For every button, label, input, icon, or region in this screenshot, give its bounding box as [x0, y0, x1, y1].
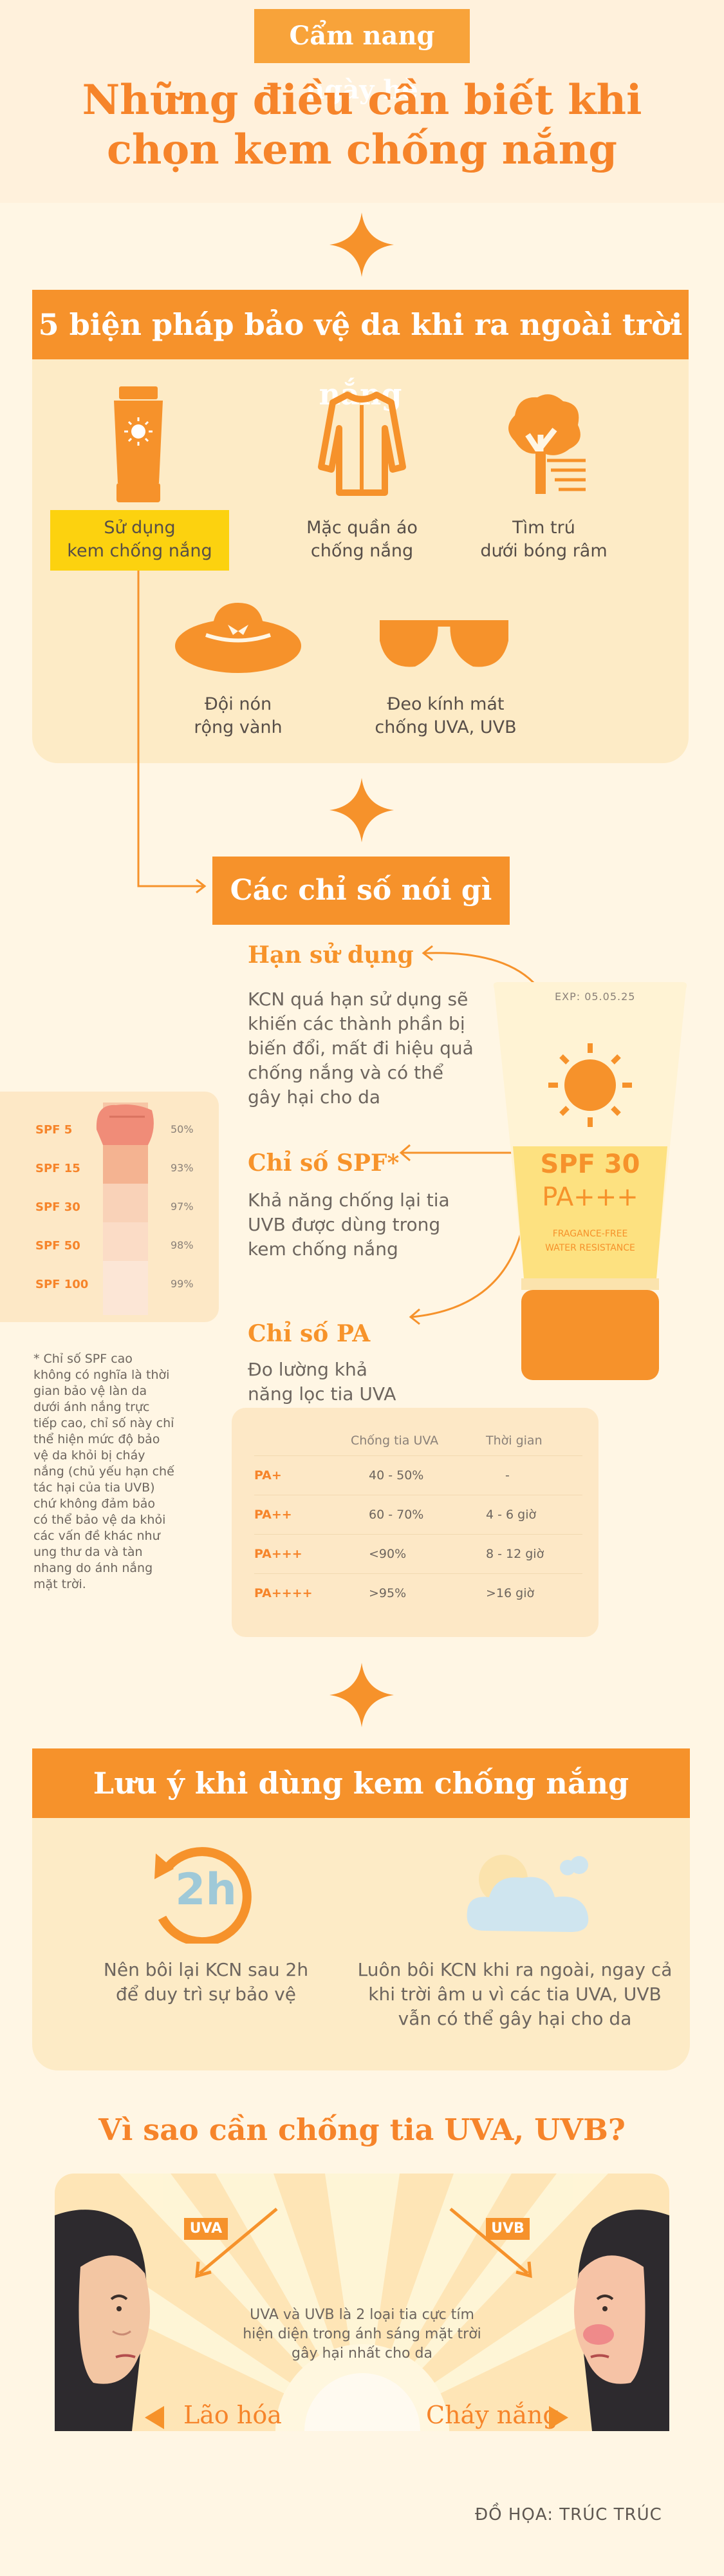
- uvb-arrow: [449, 2208, 532, 2278]
- arm-icon: [96, 1103, 154, 1315]
- curved-arrow: [409, 1217, 526, 1325]
- table-row: PA++ 60 - 70% 4 - 6 giờ: [254, 1495, 582, 1535]
- sparkle-icon: [330, 1663, 394, 1727]
- page-title-line1: Những điều cần biết khi: [82, 76, 642, 124]
- measures-title: 5 biện pháp bảo vệ da khi ra ngoài trời …: [32, 290, 689, 412]
- spf-level-name: SPF 100: [35, 1278, 89, 1291]
- spf-level-name: SPF 30: [35, 1200, 80, 1214]
- tip-always: vẫn có thể gây hại cho da: [398, 2008, 632, 2029]
- expiry-text: gây hại cho da: [248, 1086, 381, 1108]
- connector-arrow: [137, 571, 207, 894]
- table-row: PA++++ >95% >16 giờ: [254, 1573, 582, 1613]
- measure-label-5a: Đeo kính mát: [387, 694, 505, 714]
- triangle-right-icon: [549, 2406, 568, 2429]
- pa-text: năng lọc tia UVA: [248, 1383, 396, 1405]
- expiry-text: KCN quá hạn sử dụng sẽ: [248, 989, 469, 1010]
- measure-label-1b: kem chống nắng: [67, 541, 212, 561]
- expiry-heading: Hạn sử dụng: [248, 942, 414, 969]
- spf-footnote: * Chỉ số SPF cao không có nghĩa là thời gi…: [33, 1352, 174, 1591]
- tip-reapply: Nên bôi lại KCN sau 2h: [103, 1959, 309, 1980]
- measure-label-3b: dưới bóng râm: [480, 541, 608, 561]
- reapply-clock-icon: [154, 1847, 252, 1944]
- aging-face-illustration: [55, 2210, 150, 2431]
- measure-label-4b: rộng vành: [194, 717, 283, 737]
- arrow-left: [399, 1144, 524, 1162]
- page-title-line2: chọn kem chống nắng: [106, 126, 618, 174]
- jacket-icon: [318, 392, 406, 496]
- spf-level-pct: 99%: [171, 1278, 194, 1290]
- spf-heading: Chỉ số SPF*: [248, 1150, 400, 1177]
- uvb-label: UVB: [486, 2218, 530, 2240]
- measure-label-3a: Tìm trú: [512, 518, 575, 538]
- measure-label-4a: Đội nón: [204, 694, 272, 714]
- tube-expiry: EXP: 05.05.25: [555, 990, 636, 1003]
- pa-table-header: Thời gian: [486, 1434, 543, 1448]
- spf-level-pct: 93%: [171, 1162, 194, 1174]
- sparkle-icon: [330, 213, 394, 277]
- tip-always: Luôn bôi KCN khi ra ngoài, ngay cả: [357, 1959, 673, 1980]
- pa-table-header: Chống tia UVA: [351, 1434, 439, 1448]
- tube-pa: PA+++: [542, 1182, 638, 1212]
- spf-level-name: SPF 50: [35, 1239, 80, 1253]
- uva-label: UVA: [184, 2218, 228, 2240]
- uv-description: hiện diện trong ánh sáng mặt trời: [243, 2326, 481, 2342]
- sunscreen-tube-icon: [114, 386, 163, 502]
- sunglasses-icon: [380, 620, 508, 667]
- tube-spf: SPF 30: [540, 1150, 640, 1179]
- triangle-left-icon: [145, 2406, 164, 2429]
- header-tag: Cẩm nang ngày hè: [254, 9, 470, 105]
- measure-label-1a: Sử dụng: [104, 518, 176, 538]
- sunburn-face-illustration: [574, 2210, 669, 2431]
- pa-heading: Chỉ số PA: [248, 1320, 371, 1347]
- spf-text: kem chống nắng: [248, 1238, 398, 1260]
- sunscreen-tube-illustration: [493, 982, 687, 1380]
- tube-note2: WATER RESISTANCE: [545, 1243, 635, 1253]
- aging-label: Lão hóa: [183, 2401, 282, 2429]
- sunburn-label: Cháy nắng: [426, 2401, 559, 2429]
- spf-level-pct: 98%: [171, 1239, 194, 1251]
- table-row: PA+ 40 - 50% -: [254, 1455, 582, 1495]
- uv-title: Vì sao cần chống tia UVA, UVB?: [98, 2112, 626, 2147]
- tube-note1: FRAGANCE-FREE: [552, 1229, 628, 1239]
- measure-label-5b: chống UVA, UVB: [375, 717, 517, 737]
- tip-always: khi trời âm u vì các tia UVA, UVB: [368, 1984, 662, 2005]
- spf-level-pct: 50%: [171, 1123, 194, 1135]
- tip-reapply: để duy trì sự bảo vệ: [115, 1984, 297, 2005]
- pa-text: Đo lường khả: [248, 1359, 367, 1380]
- credit: ĐỒ HỌA: TRÚC TRÚC: [475, 2505, 662, 2524]
- pa-table: Chống tia UVA Thời gian PA+ 40 - 50% - P…: [254, 1426, 582, 1613]
- measure-label-2b: chống nắng: [310, 541, 414, 561]
- spf-level-name: SPF 15: [35, 1162, 80, 1175]
- wide-brim-hat-icon: [175, 603, 301, 673]
- spf-level-name: SPF 5: [35, 1123, 73, 1137]
- sparkle-icon: [330, 778, 394, 842]
- spf-text: Khả năng chống lại tia: [248, 1189, 450, 1211]
- uv-description: UVA và UVB là 2 loại tia cực tím: [250, 2307, 474, 2323]
- indices-title: Các chỉ số nói gì: [212, 857, 510, 925]
- notes-title: Lưu ý khi dùng kem chống nắng: [32, 1748, 690, 1818]
- expiry-text: biến đổi, mất đi hiệu quả: [248, 1037, 474, 1059]
- clock-text: 2h: [175, 1864, 237, 1915]
- expiry-text: chống nắng và có thể: [248, 1062, 444, 1083]
- spf-text: UVB được dùng trong: [248, 1214, 441, 1235]
- cloud-sun-icon: [467, 1855, 589, 1932]
- tree-shade-icon: [508, 394, 586, 494]
- uv-description: gây hại nhất cho da: [292, 2345, 432, 2362]
- expiry-text: khiến các thành phần bị: [248, 1013, 465, 1034]
- highlight-box: [50, 510, 229, 571]
- table-row: PA+++ <90% 8 - 12 giờ: [254, 1534, 582, 1574]
- measure-label-2a: Mặc quần áo: [306, 518, 418, 538]
- spf-level-pct: 97%: [171, 1200, 194, 1213]
- uva-arrow: [195, 2208, 278, 2278]
